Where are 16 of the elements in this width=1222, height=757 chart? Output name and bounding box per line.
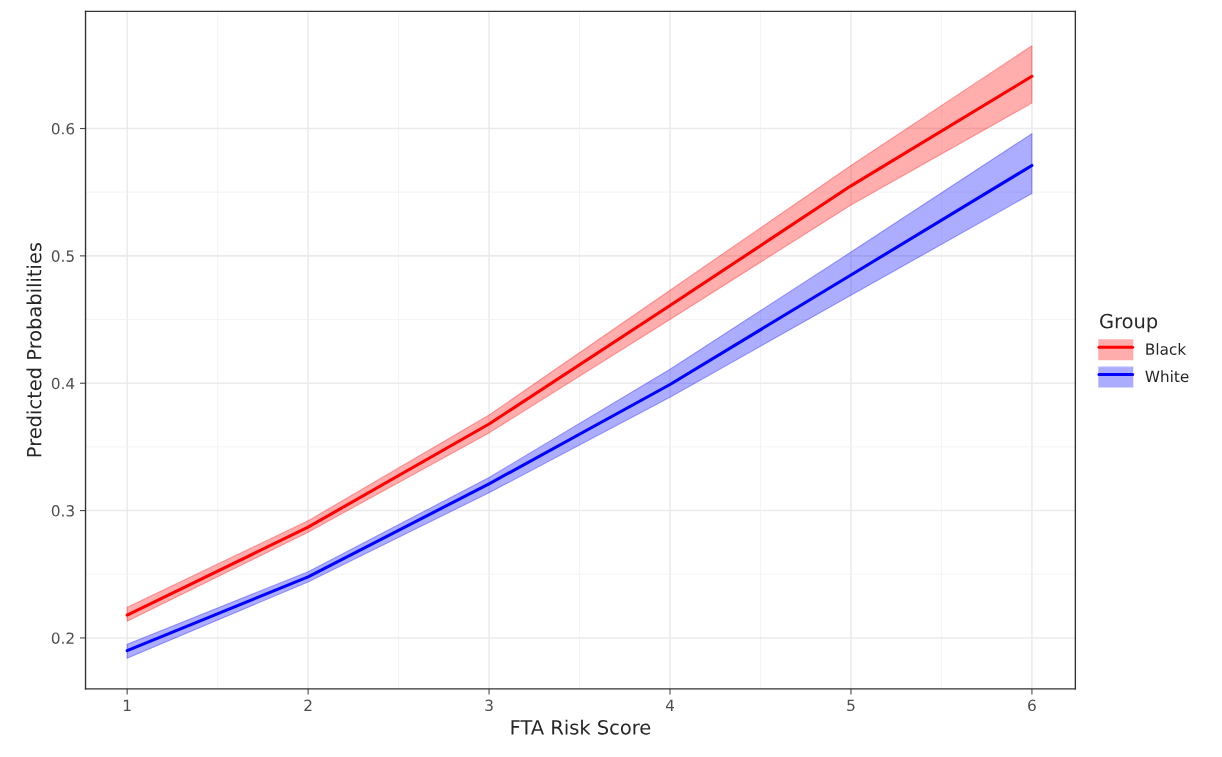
legend-title: Group <box>1100 313 1158 333</box>
y-tick-label: 0.3 <box>51 505 74 517</box>
x-tick-label: 4 <box>665 699 675 711</box>
x-tick-label: 1 <box>123 699 131 711</box>
legend-label: White <box>1145 370 1189 383</box>
x-axis-title: FTA Risk Score <box>511 719 651 735</box>
legend-label: Black <box>1146 343 1187 355</box>
y-tick-label: 0.6 <box>51 122 75 135</box>
x-tick-label: 3 <box>485 699 493 712</box>
y-tick-label: 0.4 <box>51 377 75 390</box>
x-tick-label: 6 <box>1028 699 1036 712</box>
y-tick-label: 0.5 <box>51 250 74 262</box>
y-axis-title: Predicted Probabilities <box>26 242 42 457</box>
x-tick-label: 5 <box>847 699 855 712</box>
y-tick-label: 0.2 <box>51 632 74 644</box>
x-tick-label: 2 <box>304 699 312 711</box>
